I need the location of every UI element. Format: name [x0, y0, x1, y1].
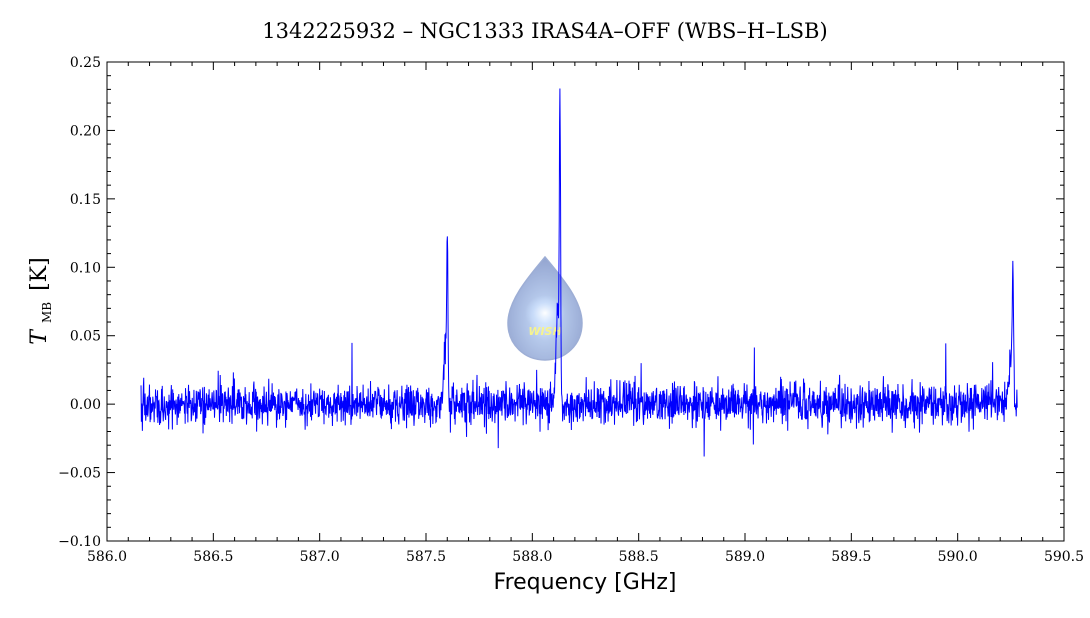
spectrum-trace	[140, 88, 1018, 457]
data-layer	[140, 88, 1018, 457]
x-tick-label: 586.0	[87, 549, 127, 565]
plot-frame	[106, 61, 1065, 542]
x-tick-label: 588.5	[619, 549, 659, 565]
x-axis-label: Frequency [GHz]	[494, 570, 677, 595]
x-tick-label: 586.5	[193, 549, 233, 565]
y-axis-label: T MB [K]	[27, 257, 57, 344]
y-tick-label: −0.05	[58, 466, 101, 482]
x-tick-label: 587.0	[300, 549, 340, 565]
y-axis-label-unit: [K]	[27, 257, 52, 291]
y-axis-label-symbol: T	[27, 328, 52, 345]
x-tick-label: 587.5	[406, 549, 446, 565]
y-tick-label: 0.20	[70, 123, 101, 139]
y-axis-label-subscript: MB	[40, 302, 54, 323]
y-tick-label: −0.10	[58, 534, 101, 550]
wish-logo-text: WISH	[528, 325, 561, 338]
y-tick-label: 0.05	[70, 329, 101, 345]
x-tick-label: 590.5	[1044, 549, 1084, 565]
x-tick-label: 589.5	[831, 549, 871, 565]
wish-logo: WISH	[507, 255, 583, 361]
x-tick-label: 589.0	[725, 549, 765, 565]
x-tick-label: 590.0	[938, 549, 978, 565]
y-axis: −0.10 −0.05 0.00 0.05 0.10 0.15 0.20 0.25	[58, 55, 1064, 550]
chart-title: 1342225932 – NGC1333 IRAS4A–OFF (WBS–H–L…	[262, 19, 827, 43]
x-axis: 586.0 586.5 587.0 587.5 588.0 588.5 589.0 589.5…	[87, 62, 1084, 565]
y-tick-label: 0.25	[70, 55, 101, 71]
y-tick-label: 0.10	[70, 260, 101, 276]
y-tick-label: 0.00	[70, 397, 101, 413]
y-tick-label: 0.15	[70, 192, 101, 208]
x-tick-label: 588.0	[512, 549, 552, 565]
